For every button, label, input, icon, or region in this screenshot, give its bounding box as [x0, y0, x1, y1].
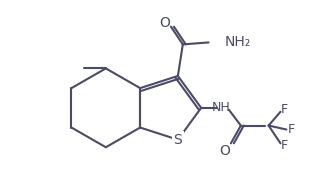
Text: NH₂: NH₂: [224, 36, 251, 49]
Text: F: F: [288, 123, 295, 136]
Text: F: F: [281, 103, 288, 116]
Text: O: O: [160, 16, 170, 30]
Text: F: F: [281, 139, 288, 152]
Text: O: O: [220, 144, 230, 158]
Text: NH: NH: [212, 101, 230, 114]
Text: S: S: [173, 133, 182, 147]
